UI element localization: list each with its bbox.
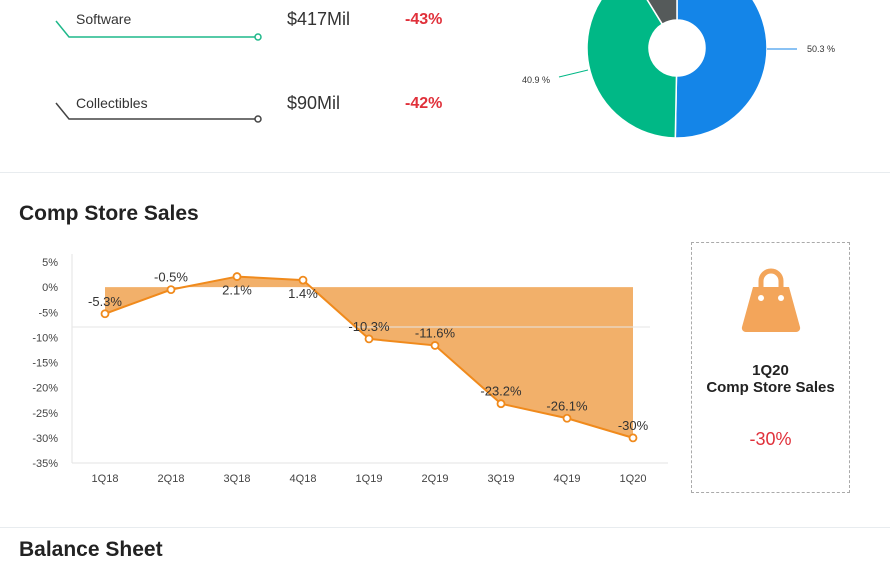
data-point	[166, 285, 176, 295]
donut-leader-line	[558, 69, 589, 78]
section-divider	[0, 527, 890, 528]
summary-label: Comp Store Sales	[706, 379, 835, 396]
y-tick-label: 0%	[42, 282, 58, 294]
collectibles-connector-line	[55, 102, 262, 123]
x-tick-label: 1Q19	[356, 473, 383, 485]
x-tick-label: 2Q19	[422, 473, 449, 485]
x-tick-label: 4Q18	[290, 473, 317, 485]
x-tick-label: 2Q18	[158, 473, 185, 485]
data-label: -10.3%	[348, 319, 390, 334]
y-tick-label: -20%	[32, 383, 58, 395]
x-tick-label: 1Q20	[620, 473, 647, 485]
comp-store-sales-chart: 5% 0% -5% -10% -15% -20% -25% -30% -35% 1Q18 2Q18 3…	[32, 254, 668, 485]
section-title: Comp Store Sales	[19, 202, 199, 225]
y-tick-label: -15%	[32, 358, 58, 370]
area-fill	[105, 276, 633, 438]
summary-period: 1Q20	[752, 362, 789, 379]
y-tick-label: 5%	[42, 257, 58, 269]
donut-label: 40.9 %	[522, 75, 550, 85]
data-label: 1.4%	[288, 286, 318, 301]
x-tick-label: 3Q18	[224, 473, 251, 485]
x-tick-label: 4Q19	[554, 473, 581, 485]
y-tick-label: -25%	[32, 408, 58, 420]
data-label: -0.5%	[154, 270, 188, 285]
shopping-bag-icon	[741, 268, 801, 333]
summary-value: -30%	[749, 429, 792, 449]
x-tick-label: 1Q18	[92, 473, 119, 485]
data-point	[430, 341, 440, 350]
donut-slice	[586, 0, 678, 139]
data-point	[298, 275, 308, 285]
segment-value: $417Mil	[287, 9, 351, 29]
data-label: -5.3%	[88, 294, 122, 309]
segment-label: Collectibles	[76, 95, 148, 111]
y-tick-label: -30%	[32, 433, 58, 445]
donut-label: 50.3 %	[807, 44, 835, 54]
segment-value: $90Mil	[287, 93, 341, 113]
summary-box: 1Q20 Comp Store Sales -30%	[691, 242, 850, 493]
donut-chart: 50.3 % 40.9 %	[522, 0, 835, 139]
data-point	[562, 413, 572, 423]
y-tick-label: -5%	[38, 307, 58, 319]
x-tick-label: 3Q19	[488, 473, 515, 485]
data-point	[628, 433, 638, 443]
donut-slice	[646, 0, 678, 26]
data-point	[364, 334, 374, 344]
data-label: -30%	[618, 418, 649, 433]
y-tick-label: -35%	[32, 458, 58, 470]
software-connector-line	[55, 20, 262, 41]
data-label: 2.1%	[222, 283, 252, 298]
segment-change: -42%	[405, 95, 443, 112]
data-point	[100, 309, 110, 319]
data-label: -26.1%	[546, 398, 588, 413]
data-point	[232, 272, 242, 281]
data-label: -11.6%	[415, 325, 456, 340]
segment-label: Software	[76, 11, 132, 27]
section-divider	[0, 172, 890, 173]
y-tick-label: -10%	[32, 332, 58, 344]
segment-change: -43%	[405, 11, 443, 28]
donut-slice	[674, 0, 768, 139]
data-point	[496, 399, 506, 409]
section-title-balance-sheet: Balance Sheet	[19, 538, 163, 561]
data-label: -23.2%	[480, 384, 522, 399]
